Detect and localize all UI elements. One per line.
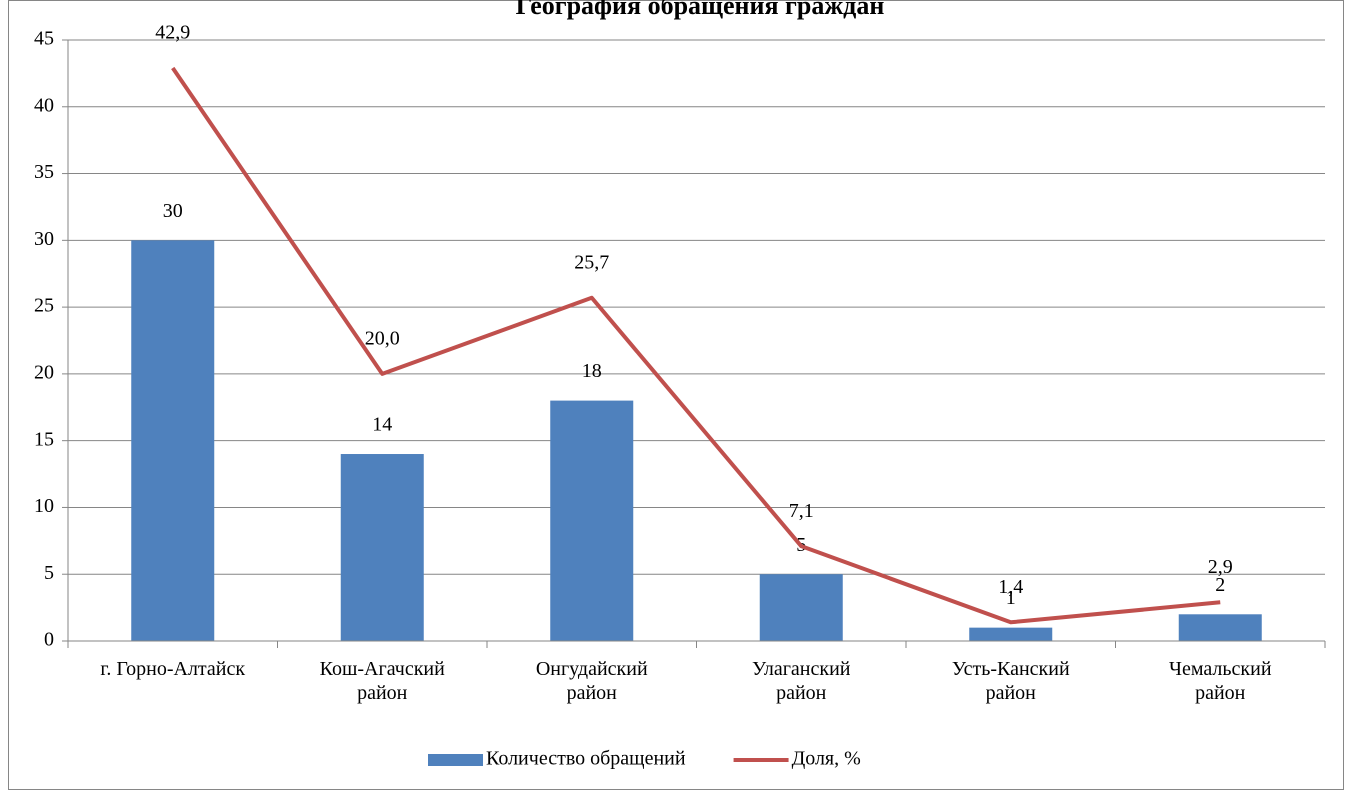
line-value-label: 7,1	[789, 500, 814, 522]
legend-label: Количество обращений	[486, 748, 686, 770]
bar-value-label: 14	[372, 414, 392, 436]
bar	[131, 240, 215, 642]
y-tick-label: 30	[34, 228, 54, 250]
y-tick-label: 5	[44, 562, 54, 584]
line-value-label: 2,9	[1208, 556, 1233, 578]
line-value-label: 20,0	[365, 327, 400, 349]
y-tick-label: 40	[34, 94, 54, 116]
legend-label: Доля, %	[792, 748, 861, 770]
y-tick-label: 0	[44, 629, 54, 651]
bar	[550, 400, 634, 641]
bar	[969, 627, 1053, 641]
line-value-label: 25,7	[574, 251, 609, 273]
y-tick-label: 10	[34, 495, 54, 517]
y-tick-label: 25	[34, 295, 54, 317]
x-tick-label: Усть-Канский район	[951, 658, 1070, 704]
y-tick-label: 20	[34, 361, 54, 383]
bar	[1178, 614, 1262, 641]
x-tick-label: Чемальский район	[1168, 658, 1272, 704]
line-value-label: 1,4	[998, 576, 1023, 598]
y-tick-label: 15	[34, 428, 54, 450]
bar-value-label: 18	[582, 360, 602, 382]
bar-value-label: 1	[1006, 587, 1016, 609]
chart-title: География обращения граждан	[516, 0, 885, 20]
bar	[340, 454, 424, 641]
y-tick-label: 35	[34, 161, 54, 183]
bar	[759, 574, 843, 641]
line-value-label: 42,9	[155, 22, 190, 44]
x-tick-label: Онгудайский район	[535, 658, 648, 704]
y-tick-label: 45	[34, 28, 54, 50]
line-series	[171, 66, 1221, 625]
x-tick-label: г. Горно-Алтайск	[100, 658, 246, 680]
bar-value-label: 2	[1215, 574, 1225, 596]
chart-border	[8, 0, 1344, 790]
bar-value-label: 30	[163, 200, 183, 222]
legend-swatch	[428, 754, 483, 766]
x-tick-label: Кош-Агачский район	[319, 658, 445, 704]
x-tick-label: Улаганский район	[751, 658, 851, 704]
